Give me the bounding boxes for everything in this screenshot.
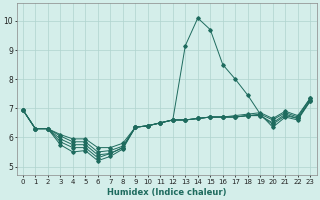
X-axis label: Humidex (Indice chaleur): Humidex (Indice chaleur) bbox=[107, 188, 226, 197]
